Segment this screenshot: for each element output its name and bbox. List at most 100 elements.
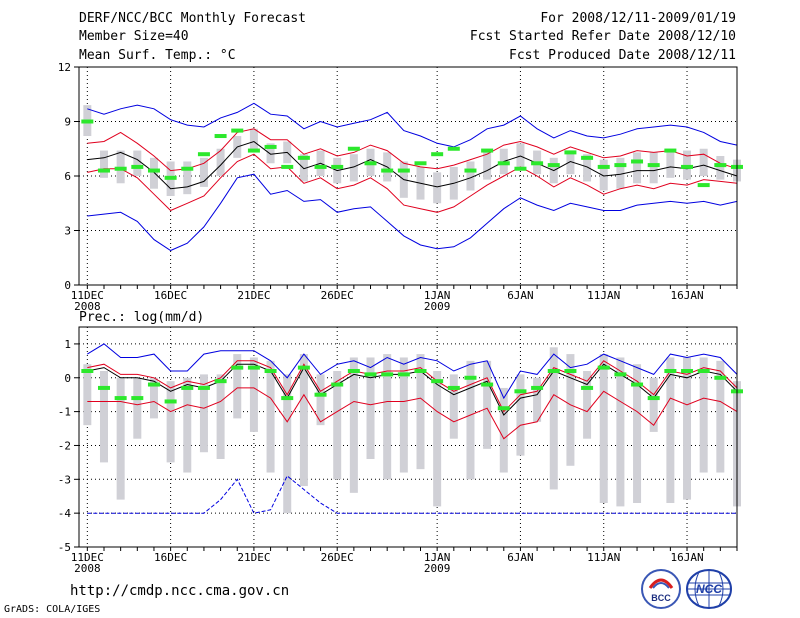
- precip-observation-marker: [447, 385, 460, 390]
- temp-box-bar: [699, 148, 708, 176]
- precip-box-bar: [166, 381, 175, 463]
- precip-observation-marker: [364, 372, 377, 377]
- precip-observation-marker: [264, 369, 277, 373]
- temp-ensemble-mean-line: [87, 140, 738, 190]
- temp-observation-marker: [131, 164, 144, 169]
- temp-observation-marker: [397, 168, 410, 173]
- precip-box-bar: [616, 357, 625, 507]
- precip-observation-marker: [181, 385, 194, 390]
- precip-observation-marker: [97, 385, 110, 390]
- precip-box-bar: [516, 374, 525, 456]
- temp-observation-marker: [697, 183, 710, 188]
- precip-observation-marker: [581, 385, 594, 390]
- temp-observation-marker: [597, 164, 610, 169]
- temp-box-bar: [183, 161, 192, 195]
- precip-box-bar: [533, 377, 542, 422]
- precip-x-tick-label: 1JAN: [424, 551, 451, 564]
- precip-box-bar: [383, 354, 392, 480]
- temp-x-tick-label: 11JAN: [587, 289, 620, 302]
- ncc-logo-text: NCC: [696, 582, 722, 596]
- precip-box-bar: [133, 377, 142, 439]
- temp-observation-marker: [381, 168, 394, 173]
- precip-box-bar: [116, 377, 125, 500]
- temp-observation-marker: [181, 166, 194, 171]
- temp-x-tick-label: 26DEC: [321, 289, 354, 302]
- ncc-logo-icon: NCC: [686, 569, 732, 609]
- temp-upper-sigma-line: [87, 128, 738, 172]
- temp-ensemble-min-line: [87, 173, 738, 252]
- precip-observation-marker: [614, 372, 627, 377]
- precip-box-bar: [699, 357, 708, 473]
- precip-box-bar: [266, 360, 275, 473]
- precip-observation-marker: [314, 392, 327, 397]
- precip-box-bar: [566, 354, 575, 466]
- precip-box-bar: [83, 364, 92, 426]
- forecast-period-label: For 2008/12/11-2009/01/19: [540, 11, 736, 26]
- temp-observation-marker: [414, 161, 427, 166]
- precip-box-bar: [683, 357, 692, 500]
- temp-observation-marker: [164, 175, 177, 180]
- precip-box-bar: [666, 357, 675, 503]
- temp-observation-marker: [264, 144, 277, 149]
- temp-observation-marker: [281, 164, 294, 169]
- footer-url[interactable]: http://cmdp.ncc.cma.gov.cn: [70, 583, 290, 599]
- precip-plot-frame: [78, 326, 738, 548]
- temp-box-bar: [616, 157, 625, 189]
- temp-observation-marker: [347, 146, 360, 151]
- temp-y-tick-label: 6: [64, 170, 71, 183]
- produced-date-label: Fcst Produced Date 2008/12/11: [509, 48, 736, 63]
- temp-box-bar: [583, 154, 592, 182]
- temp-x-tick-label: 16JAN: [670, 289, 703, 302]
- temp-observation-marker: [647, 163, 660, 168]
- temp-box-bar: [599, 159, 608, 191]
- precip-y-tick-label: 1: [64, 338, 71, 351]
- temp-observation-marker: [247, 148, 260, 153]
- temp-box-bar: [133, 150, 142, 176]
- precip-box-bar: [249, 357, 258, 432]
- temp-observation-marker: [514, 166, 527, 171]
- precip-observation-marker: [214, 379, 227, 384]
- temp-box-bar: [99, 150, 108, 178]
- precip-observation-marker: [497, 406, 510, 411]
- temp-box-bar: [666, 148, 675, 178]
- temp-observation-marker: [114, 166, 127, 171]
- temp-box-bar: [266, 143, 275, 164]
- temp-x-tick-label: 6JAN: [507, 289, 534, 302]
- temp-observation-marker: [331, 164, 344, 169]
- temp-y-tick-label: 3: [64, 225, 71, 238]
- variable-label: Mean Surf. Temp.: °C: [79, 48, 236, 63]
- temp-box-bar: [566, 150, 575, 175]
- temp-x-tick-label: 11DEC: [71, 289, 104, 302]
- temp-observation-marker: [664, 148, 677, 153]
- precip-observation-marker: [681, 369, 694, 373]
- chart-title: DERF/NCC/BCC Monthly Forecast: [79, 11, 306, 26]
- precip-x-year-label: 2009: [424, 562, 451, 575]
- temp-lower-sigma-line: [87, 153, 738, 213]
- start-date-label: Fcst Started Refer Date 2008/12/10: [469, 29, 736, 44]
- temp-box-bar: [216, 148, 225, 176]
- precip-ensemble-mean-line: [87, 363, 738, 416]
- temp-box-bar: [716, 156, 725, 180]
- precip-box-bar: [483, 360, 492, 449]
- precip-observation-marker: [381, 372, 394, 377]
- temp-observation-marker: [214, 134, 227, 139]
- precip-box-bar: [449, 374, 458, 439]
- precip-box-bar: [233, 354, 242, 419]
- precip-observation-marker: [131, 396, 144, 401]
- precip-box-bar: [183, 377, 192, 473]
- precip-ensemble-min-line: [87, 475, 737, 514]
- precip-observation-marker: [547, 369, 560, 373]
- precip-observation-marker: [231, 365, 244, 370]
- precip-x-tick-label: 16DEC: [154, 551, 187, 564]
- precip-observation-marker: [514, 389, 527, 394]
- precip-box-bar: [433, 371, 442, 507]
- precip-box-bar: [633, 364, 642, 503]
- temp-ensemble-max-line: [87, 102, 738, 148]
- temp-observation-marker: [97, 168, 110, 173]
- precip-box-bar: [366, 357, 375, 459]
- temp-x-tick-label: 16DEC: [154, 289, 187, 302]
- precip-observation-marker: [331, 382, 344, 387]
- precip-box-bar: [333, 371, 342, 480]
- temp-observation-marker: [431, 152, 444, 157]
- bcc-logo-icon: BCC: [641, 569, 681, 609]
